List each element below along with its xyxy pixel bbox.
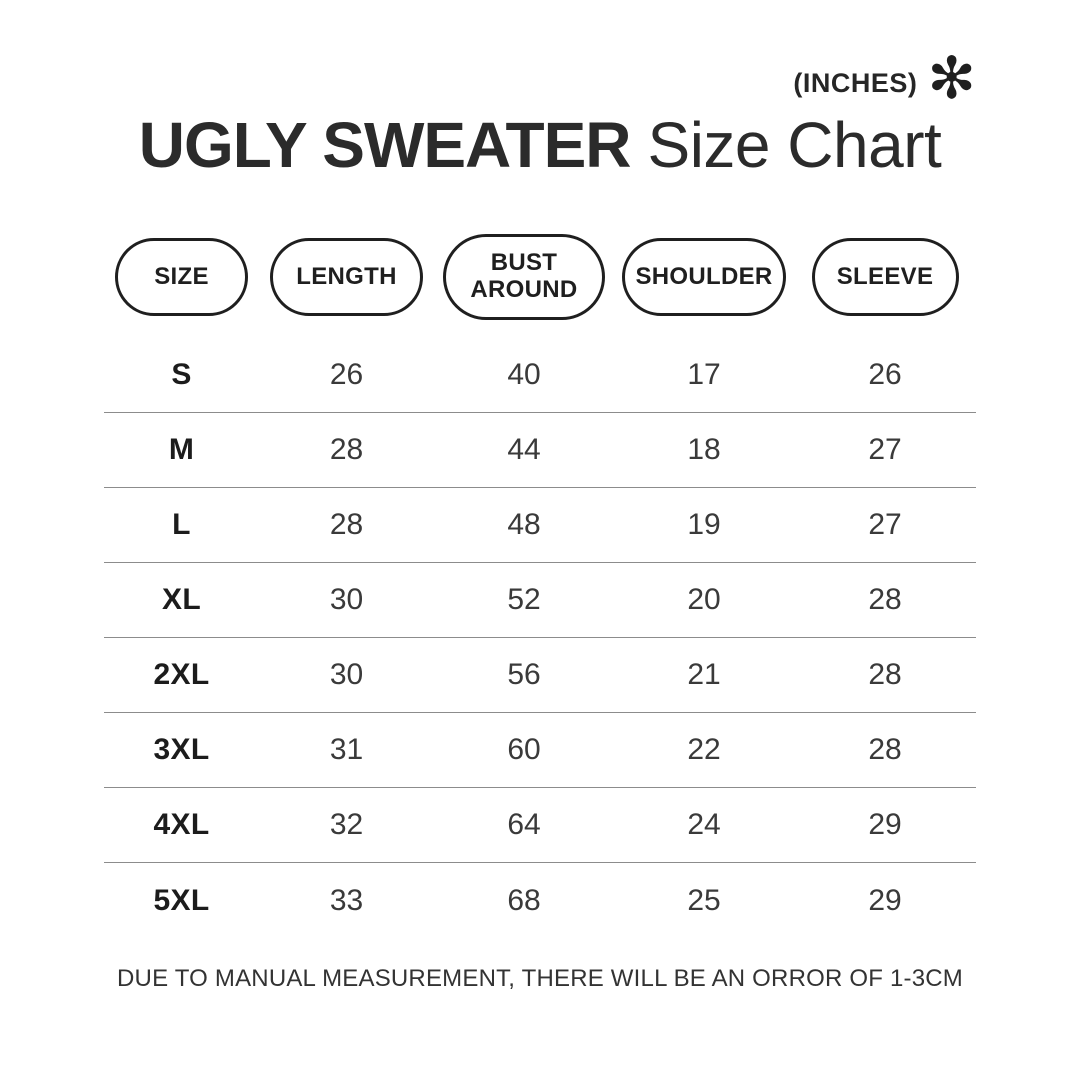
length-value: 31 bbox=[329, 733, 364, 767]
bust-around-value: 64 bbox=[507, 808, 541, 842]
column-header-size: SIZE bbox=[115, 238, 248, 317]
table-row-3xl: 3XL 31 60 22 28 bbox=[104, 713, 976, 789]
column-header-bust-around: BUST AROUND bbox=[443, 234, 605, 321]
shoulder-value: 25 bbox=[687, 883, 721, 917]
size-table: S 26 40 17 26 M 28 44 18 27 L 28 48 19 2… bbox=[0, 338, 1080, 938]
table-row-l: L 28 48 19 27 bbox=[104, 488, 976, 564]
column-header-shoulder: SHOULDER bbox=[622, 238, 786, 317]
units-row: (INCHES) ✻ bbox=[104, 45, 976, 111]
shoulder-value: 21 bbox=[687, 658, 721, 692]
column-header-length: LENGTH bbox=[270, 238, 423, 317]
shoulder-value: 24 bbox=[687, 808, 721, 842]
column-header-sleeve: SLEEVE bbox=[811, 238, 959, 317]
shoulder-value: 17 bbox=[687, 358, 721, 392]
sleeve-value: 29 bbox=[868, 808, 902, 842]
length-value: 30 bbox=[329, 583, 364, 617]
table-row-s: S 26 40 17 26 bbox=[104, 338, 976, 414]
page-title: UGLY SWEATER Size Chart bbox=[0, 109, 1080, 181]
table-row-4xl: 4XL 32 64 24 29 bbox=[104, 788, 976, 864]
size-label: 2XL bbox=[153, 658, 210, 692]
size-label: S bbox=[171, 358, 192, 392]
title-product-name: UGLY SWEATER bbox=[138, 109, 632, 181]
length-value: 28 bbox=[329, 433, 364, 467]
shoulder-value: 20 bbox=[687, 583, 721, 617]
bust-around-value: 44 bbox=[507, 433, 541, 467]
shoulder-value: 22 bbox=[687, 733, 721, 767]
size-label: XL bbox=[162, 583, 201, 617]
size-label: L bbox=[172, 508, 191, 542]
shoulder-value: 18 bbox=[687, 433, 721, 467]
bust-around-value: 56 bbox=[507, 658, 541, 692]
sleeve-value: 27 bbox=[868, 508, 902, 542]
title-suffix: Size Chart bbox=[647, 109, 942, 181]
table-row-5xl: 5XL 33 68 25 29 bbox=[104, 863, 976, 938]
sleeve-value: 28 bbox=[868, 658, 902, 692]
bust-around-value: 48 bbox=[507, 508, 541, 542]
bust-around-value: 60 bbox=[507, 733, 541, 767]
units-label: (INCHES) bbox=[793, 67, 918, 98]
size-label: 5XL bbox=[153, 883, 210, 917]
table-row-m: M 28 44 18 27 bbox=[104, 413, 976, 489]
sleeve-value: 28 bbox=[868, 733, 902, 767]
length-value: 28 bbox=[329, 508, 364, 542]
length-value: 30 bbox=[329, 658, 364, 692]
bust-around-value: 40 bbox=[507, 358, 541, 392]
sleeve-value: 26 bbox=[868, 358, 902, 392]
length-value: 26 bbox=[329, 358, 364, 392]
asterisk-icon: ✻ bbox=[927, 45, 976, 111]
shoulder-value: 19 bbox=[687, 508, 721, 542]
size-label: 4XL bbox=[153, 808, 210, 842]
size-label: 3XL bbox=[153, 733, 210, 767]
size-label: M bbox=[168, 433, 195, 467]
table-row-xl: XL 30 52 20 28 bbox=[104, 563, 976, 639]
column-header-row: SIZE LENGTH BUST AROUND SHOULDER SLEEVE bbox=[104, 233, 976, 321]
measurement-disclaimer: DUE TO MANUAL MEASUREMENT, THERE WILL BE… bbox=[117, 965, 963, 993]
sleeve-value: 27 bbox=[868, 433, 902, 467]
bust-around-value: 68 bbox=[507, 883, 541, 917]
sleeve-value: 29 bbox=[868, 883, 902, 917]
bust-around-value: 52 bbox=[507, 583, 541, 617]
sleeve-value: 28 bbox=[868, 583, 902, 617]
length-value: 33 bbox=[329, 883, 364, 917]
table-row-2xl: 2XL 30 56 21 28 bbox=[104, 638, 976, 714]
length-value: 32 bbox=[329, 808, 364, 842]
